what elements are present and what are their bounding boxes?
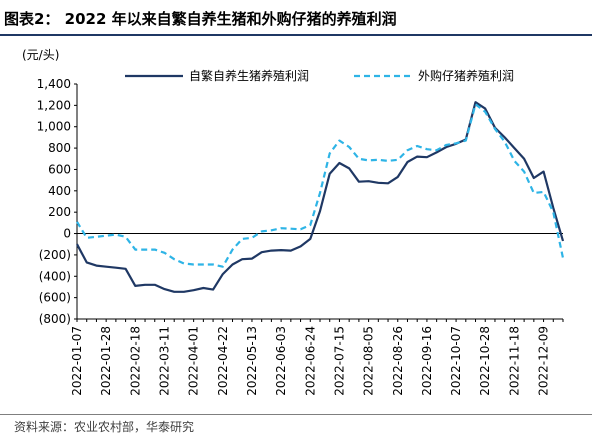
x-tick-label: 2022-08-05 [362,326,376,396]
series-line-1 [76,101,565,293]
title-bar: 图表2： 2022 年以来自繁自养生猪和外购仔猪的养殖利润 [0,0,592,34]
y-tick-label: 1,000 [37,120,71,134]
x-tick-label: 2022-11-18 [507,326,521,396]
y-tick-label: (600) [39,291,71,305]
x-tick-label: 2022-06-24 [303,326,317,396]
x-tick-label: 2022-10-07 [449,326,463,396]
x-tick-label: 2022-05-13 [245,326,259,396]
x-tick-label: 2022-10-28 [478,326,492,396]
legend-label-1: 自繁自养生猪养殖利润 [189,68,309,83]
x-tick-label: 2022-02-18 [128,326,142,396]
legend: 自繁自养生猪养殖利润 外购仔猪养殖利润 [125,68,514,83]
legend-label-2: 外购仔猪养殖利润 [418,68,514,83]
footer-divider [0,414,592,415]
y-tick-label: 1,200 [37,98,71,112]
x-tick-label: 2022-06-03 [274,326,288,396]
x-axis: 2022-01-07 2022-01-28 2022-02-18 2022-03-11… [70,233,564,396]
series-lines [76,101,565,293]
source-note: 资料来源：农业农村部，华泰研究 [14,420,195,434]
x-tick-label: 2022-04-01 [187,326,201,396]
y-tick-label: 800 [48,141,71,155]
y-tick-label: (800) [39,312,71,326]
y-axis-ticks: 1,400 1,200 1,000 800 600 400 200 0 (200) (400) (6… [37,77,78,326]
y-tick-label: 400 [48,184,71,198]
x-tick-label: 2022-01-07 [70,326,84,396]
x-tick-label: 2022-12-09 [537,326,551,396]
x-tick-label: 2022-08-26 [391,326,405,396]
x-tick-label: 2022-07-15 [332,326,346,396]
x-tick-label: 2022-09-16 [420,326,434,396]
y-tick-label: (200) [39,248,71,262]
title-divider [0,34,592,36]
x-tick-label: 2022-01-28 [99,326,113,396]
y-unit-label: (元/头) [22,48,60,62]
x-tick-label: 2022-03-11 [157,326,171,396]
x-tick-label: 2022-04-22 [216,326,230,396]
series-line-2 [76,103,565,268]
y-tick-label: 0 [63,227,71,241]
figure-title: 图表2： 2022 年以来自繁自养生猪和外购仔猪的养殖利润 [4,10,397,28]
y-tick-label: 1,400 [37,77,71,91]
y-tick-label: 200 [48,205,71,219]
y-tick-label: 600 [48,162,71,176]
y-tick-label: (400) [39,269,71,283]
